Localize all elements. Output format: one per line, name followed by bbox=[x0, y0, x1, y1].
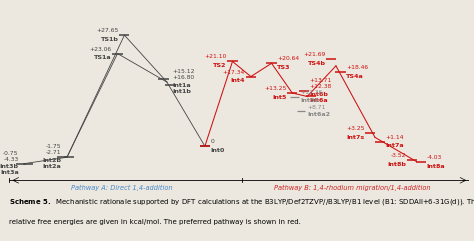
Text: Int4: Int4 bbox=[231, 78, 245, 83]
Text: relative free energies are given in kcal/mol. The preferred pathway is shown in : relative free energies are given in kcal… bbox=[9, 219, 301, 225]
Text: Int2b
Int2a: Int2b Int2a bbox=[42, 158, 61, 169]
Text: +17.34: +17.34 bbox=[223, 70, 245, 74]
Text: -4.03: -4.03 bbox=[427, 155, 442, 161]
Text: Int0: Int0 bbox=[210, 148, 225, 153]
Text: TS4b: TS4b bbox=[308, 61, 326, 66]
Text: -3.52: -3.52 bbox=[391, 153, 406, 158]
Text: +15.12
+16.80: +15.12 +16.80 bbox=[173, 69, 195, 80]
Text: +12.36: +12.36 bbox=[301, 90, 322, 95]
Text: +13.71
+12.38: +13.71 +12.38 bbox=[310, 78, 332, 89]
Text: -1.75
-2.71: -1.75 -2.71 bbox=[46, 144, 61, 155]
Text: +27.65: +27.65 bbox=[96, 28, 118, 33]
Text: Int5: Int5 bbox=[272, 94, 286, 100]
Text: +3.25: +3.25 bbox=[346, 126, 365, 131]
Text: Int1a
Int1b: Int1a Int1b bbox=[173, 83, 191, 94]
Text: Int6a2: Int6a2 bbox=[307, 112, 330, 117]
Text: $\bf{Scheme\ 5.}$  Mechanistic rationale supported by DFT calculations at the B3: $\bf{Scheme\ 5.}$ Mechanistic rationale … bbox=[9, 197, 474, 207]
Text: TS4a: TS4a bbox=[346, 74, 364, 79]
Text: +21.10: +21.10 bbox=[204, 54, 227, 60]
Text: 0: 0 bbox=[210, 139, 214, 144]
Text: TS1b: TS1b bbox=[101, 37, 118, 42]
Text: +23.06: +23.06 bbox=[90, 47, 112, 52]
Text: Pathway A: Direct 1,4-addition: Pathway A: Direct 1,4-addition bbox=[71, 185, 173, 191]
Text: Int7s: Int7s bbox=[346, 135, 365, 140]
Text: Int8b: Int8b bbox=[387, 162, 406, 167]
Text: +1.14: +1.14 bbox=[385, 135, 404, 140]
Text: TS3: TS3 bbox=[277, 65, 291, 70]
Text: Int5b: Int5b bbox=[301, 98, 319, 103]
Text: Pathway B: 1,4-rhodium migration/1,4-addition: Pathway B: 1,4-rhodium migration/1,4-add… bbox=[273, 185, 430, 191]
Text: Int3b
Int3a: Int3b Int3a bbox=[0, 164, 18, 175]
Text: +21.69: +21.69 bbox=[303, 52, 326, 57]
Text: -0.75
-4.33: -0.75 -4.33 bbox=[3, 151, 18, 161]
Text: Int8a: Int8a bbox=[427, 164, 446, 169]
Text: TS1a: TS1a bbox=[94, 55, 112, 60]
Text: Int7a: Int7a bbox=[385, 143, 404, 148]
Text: +20.64: +20.64 bbox=[277, 56, 300, 61]
Text: TS2: TS2 bbox=[213, 63, 227, 68]
Text: +13.25: +13.25 bbox=[264, 86, 286, 91]
Text: Int6b
Int6a: Int6b Int6a bbox=[310, 92, 328, 103]
Text: +8.71: +8.71 bbox=[307, 105, 326, 110]
Text: +18.46: +18.46 bbox=[346, 65, 368, 70]
